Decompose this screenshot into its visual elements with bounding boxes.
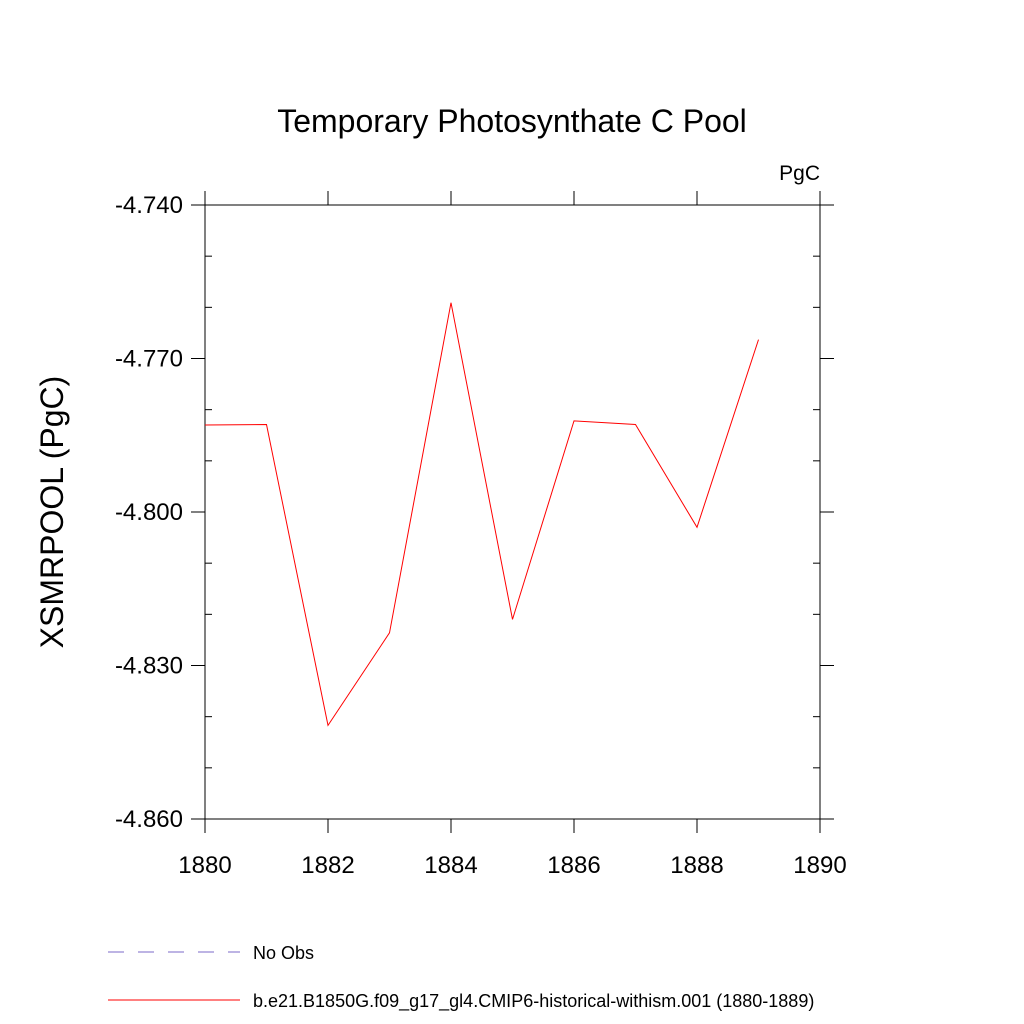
y-tick-label: -4.740 — [115, 192, 183, 219]
y-tick-label: -4.770 — [115, 346, 183, 373]
x-tick-label: 1886 — [547, 852, 600, 879]
x-tick-label: 1880 — [178, 852, 231, 879]
axis-ticks: 1880 1882 1884 1886 1888 1890 -4.740 -4.770 -4.8… — [115, 191, 847, 879]
x-tick-label: 1890 — [793, 852, 846, 879]
series-lines — [204, 302, 759, 727]
legend: No Obs b.e21.B1850G.f09_g17_gl4.CMIP6-his… — [108, 943, 814, 1012]
series-line — [204, 302, 759, 727]
x-tick-label: 1884 — [424, 852, 477, 879]
units-label: PgC — [779, 162, 820, 185]
y-tick-label: -4.830 — [115, 653, 183, 680]
legend-label: b.e21.B1850G.f09_g17_gl4.CMIP6-historica… — [253, 991, 814, 1012]
y-axis-label: XSMRPOOL (PgC) — [34, 376, 70, 649]
y-tick-label: -4.860 — [115, 806, 183, 833]
plot-frame — [204, 204, 821, 820]
x-tick-label: 1888 — [670, 852, 723, 879]
chart-title: Temporary Photosynthate C Pool — [277, 103, 747, 139]
x-tick-label: 1882 — [301, 852, 354, 879]
legend-label: No Obs — [253, 943, 314, 963]
y-tick-label: -4.800 — [115, 499, 183, 526]
